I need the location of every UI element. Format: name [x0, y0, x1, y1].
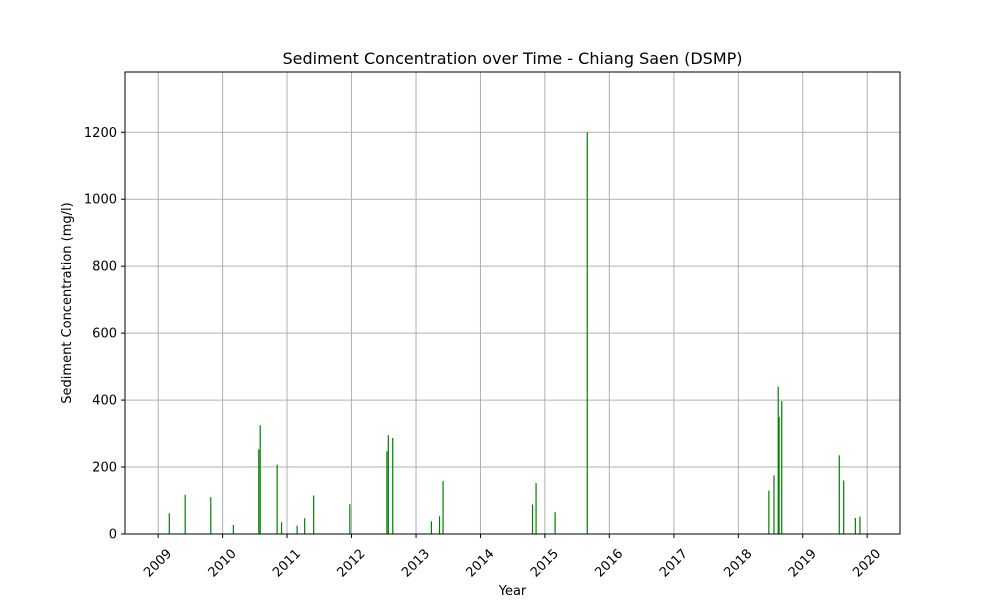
data-bar	[184, 494, 186, 534]
chart-title: Sediment Concentration over Time - Chian…	[282, 49, 742, 68]
grid	[125, 72, 900, 535]
y-tick-label: 1200	[84, 126, 117, 141]
data-bar	[259, 425, 261, 534]
data-bar	[392, 437, 394, 534]
y-tick-label: 400	[92, 394, 117, 409]
data-bar	[430, 521, 432, 534]
y-axis-label: Sediment Concentration (mg/l)	[60, 202, 75, 403]
data-bar	[554, 512, 556, 534]
data-bar	[387, 435, 389, 534]
data-bar	[854, 517, 856, 534]
data-bar	[535, 483, 537, 534]
x-axis-label: Year	[498, 584, 527, 599]
data-bar	[232, 524, 234, 534]
data-bar	[531, 504, 534, 534]
data-bar	[168, 513, 170, 534]
data-bar	[442, 481, 444, 534]
data-bar	[778, 416, 780, 534]
data-bar	[296, 525, 298, 534]
y-tick-label: 200	[92, 461, 117, 476]
data-bar	[586, 132, 588, 534]
data-bar	[438, 516, 441, 534]
data-bar	[258, 449, 260, 534]
y-tick-label: 800	[92, 260, 117, 275]
data-bar	[781, 401, 783, 534]
data-bar	[304, 518, 306, 534]
data-bar	[386, 451, 388, 534]
data-bar	[349, 504, 351, 534]
data-bar	[777, 386, 779, 534]
data-bar	[768, 490, 770, 534]
data-bar	[280, 522, 283, 534]
plot-frame	[124, 71, 901, 535]
data-bar	[859, 516, 861, 534]
y-tick-label: 0	[109, 528, 117, 543]
data-bar	[210, 497, 212, 534]
y-tick-label: 1000	[84, 193, 117, 208]
plot-area	[125, 72, 900, 534]
data-bar	[843, 480, 845, 534]
data-bar	[276, 464, 278, 534]
bars	[168, 132, 861, 534]
y-tick-label: 600	[92, 327, 117, 342]
data-bar	[773, 475, 775, 534]
data-bar	[838, 455, 840, 534]
data-bar	[313, 495, 315, 534]
